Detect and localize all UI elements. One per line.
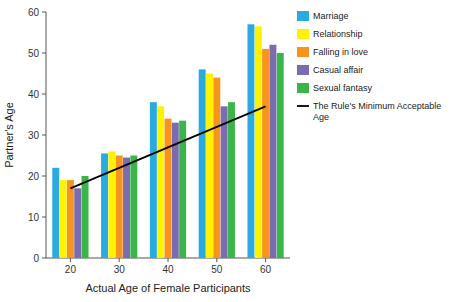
- x-tick-label: 60: [260, 264, 272, 275]
- legend-swatch: [297, 29, 309, 39]
- bar: [228, 102, 235, 258]
- legend-label-line: Marriage: [313, 11, 349, 21]
- bar: [60, 180, 67, 258]
- bar: [269, 45, 276, 258]
- x-axis-label: Actual Age of Female Participants: [85, 282, 251, 294]
- bar: [52, 168, 59, 258]
- legend-label-line: Falling in love: [313, 47, 368, 57]
- bar: [247, 24, 254, 258]
- y-tick-label: 10: [28, 212, 40, 223]
- legend-swatch: [297, 83, 309, 93]
- bar: [157, 106, 164, 258]
- bar: [101, 153, 108, 258]
- y-axis-label: Partner's Age: [3, 102, 15, 168]
- legend-label-line: Sexual fantasy: [313, 83, 373, 93]
- bar: [82, 176, 89, 258]
- chart-container: 0 10 20 30 40 50 60 20 30 40 50 60 Actual Age of Fem…: [0, 0, 459, 302]
- legend-label-line: Age: [313, 112, 329, 122]
- y-tick: [42, 53, 46, 54]
- y-tick-label: 40: [28, 89, 40, 100]
- legend-swatch: [297, 47, 309, 57]
- x-tick: [216, 258, 217, 262]
- y-tick-label: 60: [28, 7, 40, 18]
- legend-label: Sexual fantasy: [313, 83, 373, 93]
- x-tick-label: 20: [65, 264, 77, 275]
- y-tick: [42, 135, 46, 136]
- legend-label-line: The Rule's Minimum Acceptable: [313, 101, 441, 111]
- legend-label: Casual affair: [313, 65, 363, 75]
- legend-label-line: Relationship: [313, 29, 363, 39]
- bar: [213, 78, 220, 258]
- legend-label: Marriage: [313, 11, 349, 21]
- y-tick: [42, 176, 46, 177]
- legend-label: The Rule's Minimum AcceptableAge: [313, 101, 441, 122]
- y-tick: [42, 217, 46, 218]
- legend-swatch: [297, 65, 309, 75]
- legend-label: Falling in love: [313, 47, 368, 57]
- y-tick: [42, 12, 46, 13]
- bar: [206, 74, 213, 259]
- bar: [116, 156, 123, 259]
- legend: Marriage Relationship Falling in love Casua…: [297, 11, 441, 122]
- chart-svg: 0 10 20 30 40 50 60 20 30 40 50 60 Actual Age of Fem…: [0, 0, 459, 302]
- x-tick: [119, 258, 120, 262]
- plot-marks: [52, 24, 283, 258]
- y-tick: [42, 258, 46, 259]
- legend-label: Relationship: [313, 29, 363, 39]
- y-tick-label: 30: [28, 130, 40, 141]
- legend-swatch: [297, 11, 309, 21]
- x-tick-label: 50: [211, 264, 223, 275]
- bar: [165, 119, 172, 258]
- bar: [108, 151, 115, 258]
- legend-label-line: Casual affair: [313, 65, 363, 75]
- x-tick: [70, 258, 71, 262]
- y-tick-label: 20: [28, 171, 40, 182]
- bar: [123, 158, 130, 258]
- y-tick-label: 50: [28, 48, 40, 59]
- bar: [277, 53, 284, 258]
- x-tick: [168, 258, 169, 262]
- y-tick-label: 0: [33, 253, 39, 264]
- y-axis-line: [46, 12, 47, 258]
- x-tick-label: 30: [114, 264, 126, 275]
- rule-line: [70, 106, 265, 188]
- bar: [255, 26, 262, 258]
- bar: [67, 180, 74, 258]
- bar: [74, 188, 81, 258]
- x-tick-label: 40: [162, 264, 174, 275]
- bar: [199, 69, 206, 258]
- bar: [130, 156, 137, 259]
- legend-swatch: [297, 105, 309, 107]
- x-tick: [265, 258, 266, 262]
- axes: 0 10 20 30 40 50 60 20 30 40 50 60: [28, 7, 290, 276]
- bar: [221, 106, 228, 258]
- y-tick: [42, 94, 46, 95]
- bar: [150, 102, 157, 258]
- bar: [262, 49, 269, 258]
